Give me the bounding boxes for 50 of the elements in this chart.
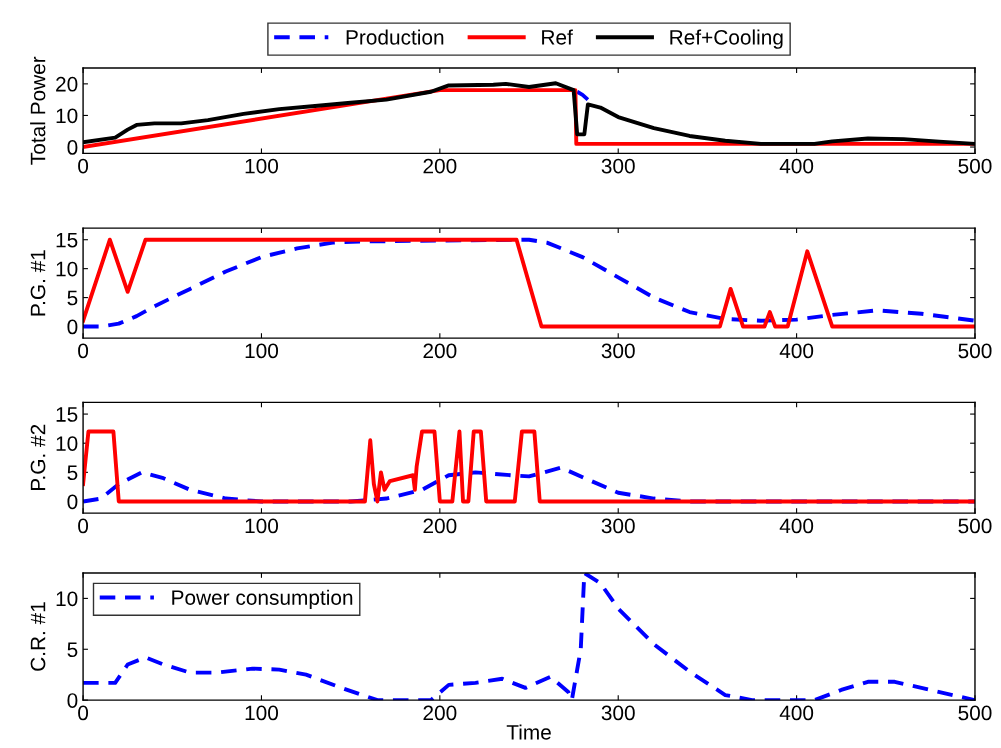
y-tick-label: 10 [56,261,78,277]
y-tick-label: 0 [67,319,78,335]
y-tick-label: 15 [56,407,78,422]
y-tick-label: 10 [56,436,78,451]
legend-label: Power consumption [172,589,353,610]
x-tick-label: 400 [779,705,814,721]
line-series [83,429,975,504]
x-tick-label: 400 [779,158,814,174]
x-tick-label: 300 [601,705,635,721]
y-tick-label: 5 [67,290,78,306]
x-tick-label: 100 [245,705,279,721]
y-tick-label: 20 [56,76,78,92]
y-tick-label: 15 [56,232,78,248]
x-tick-label: 500 [958,705,992,721]
y-tick-label: 0 [67,494,78,510]
x-tick-label: 0 [78,518,89,534]
y-tick-label: 10 [56,591,78,607]
line-series [83,237,975,329]
legend-label: Production [346,29,444,45]
line-series [83,572,975,701]
x-tick-label: 400 [779,343,814,359]
x-tick-label: 300 [601,343,635,359]
y-tick-label: 5 [67,465,78,481]
y-tick-label: 5 [67,642,78,658]
y-axis-title: P.G. #2 [30,424,46,491]
x-tick-label: 100 [245,343,279,359]
x-tick-label: 200 [423,518,457,534]
x-tick-label: 200 [423,705,457,721]
y-axis-title: Total Power [30,56,46,165]
x-tick-label: 200 [423,158,457,174]
x-tick-label: 300 [601,518,635,534]
legend-label: Ref [542,29,573,45]
x-tick-label: 400 [779,518,814,534]
x-tick-label: 200 [423,343,457,359]
x-tick-label: 500 [958,518,992,534]
x-tick-label: 100 [245,518,279,534]
y-tick-label: 0 [67,693,78,708]
y-tick-label: 10 [56,108,78,124]
y-axis-title: C.R. #1 [30,602,46,671]
x-tick-label: 0 [78,705,89,721]
x-tick-label: 500 [958,343,992,359]
x-axis-title: Time [506,724,551,740]
y-tick-label: 0 [67,140,78,155]
x-tick-label: 0 [78,343,89,359]
legend-label: Ref+Cooling [670,29,783,49]
x-tick-label: 100 [245,158,279,174]
y-axis-title: P.G. #1 [30,250,46,316]
x-tick-label: 0 [78,158,89,174]
x-tick-label: 300 [601,158,635,174]
x-tick-label: 500 [958,158,992,174]
